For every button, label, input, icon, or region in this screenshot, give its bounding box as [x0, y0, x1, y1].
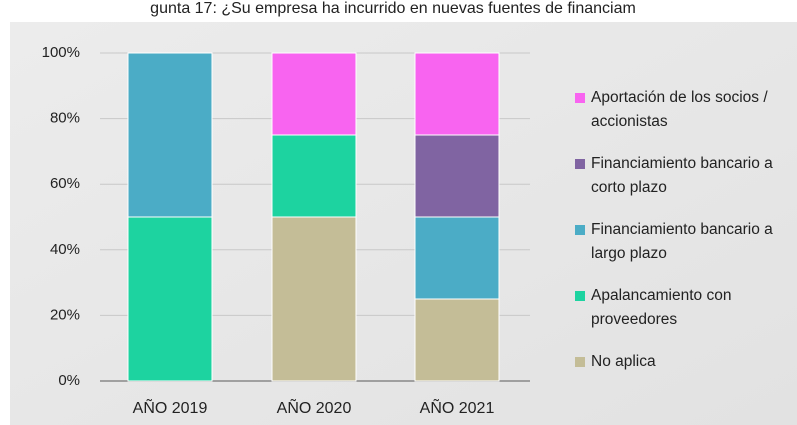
chart-title: gunta 17: ¿Su empresa ha incurrido en nu… [150, 0, 636, 17]
x-tick-label: AÑO 2019 [133, 397, 208, 417]
legend-label: No aplica [591, 353, 656, 370]
bar-segment [271, 52, 357, 136]
bar-segment [414, 216, 500, 300]
y-tick-label: 20% [50, 306, 80, 323]
legend-item: Financiamiento bancario a corto plazo [575, 152, 796, 200]
legend-item: No aplica [575, 350, 796, 374]
bar-segment [414, 298, 500, 382]
legend-swatch [575, 93, 585, 103]
legend: Aportación de los socios / accionistas Fi… [575, 86, 797, 392]
x-tick-label: AÑO 2020 [277, 397, 352, 417]
legend-label: Aportación de los socios / accionistas [591, 89, 768, 130]
bar-segment [414, 134, 500, 218]
x-tick-label: AÑO 2021 [420, 397, 495, 417]
legend-item: Apalancamiento con proveedores [575, 284, 796, 332]
legend-label: Financiamiento bancario a corto plazo [591, 155, 773, 196]
legend-swatch [575, 159, 585, 169]
y-tick-label: 100% [42, 44, 80, 61]
legend-item: Aportación de los socios / accionistas [575, 86, 796, 134]
bar-segment [271, 134, 357, 218]
bar-segment [127, 216, 213, 382]
legend-item: Financiamiento bancario a largo plazo [575, 218, 796, 266]
bar-segment [127, 52, 213, 218]
y-tick-label: 0% [58, 372, 80, 389]
legend-label: Apalancamiento con proveedores [591, 287, 732, 328]
y-tick-label: 80% [50, 110, 80, 127]
legend-swatch [575, 225, 585, 235]
y-tick-label: 60% [50, 175, 80, 192]
legend-swatch [575, 291, 585, 301]
legend-label: Financiamiento bancario a largo plazo [591, 221, 773, 262]
y-tick-label: 40% [50, 241, 80, 258]
legend-swatch [575, 357, 585, 367]
bar-segment [271, 216, 357, 382]
bar-segment [414, 52, 500, 136]
